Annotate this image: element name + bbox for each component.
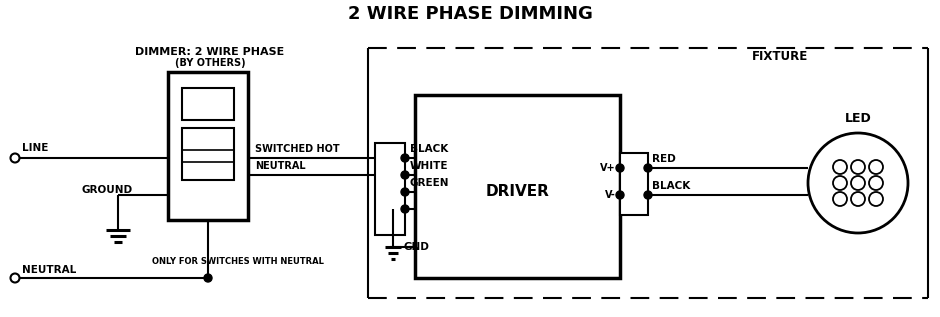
Circle shape [10, 153, 20, 163]
Circle shape [616, 191, 624, 199]
Bar [375, 143, 405, 235]
Circle shape [851, 160, 865, 174]
Circle shape [644, 191, 652, 199]
Text: FIXTURE: FIXTURE [752, 50, 808, 63]
Bar [415, 95, 620, 278]
Text: ONLY FOR SWITCHES WITH NEUTRAL: ONLY FOR SWITCHES WITH NEUTRAL [152, 257, 324, 267]
Text: NEUTRAL: NEUTRAL [22, 265, 76, 275]
Circle shape [401, 171, 409, 179]
Text: WHITE: WHITE [410, 161, 448, 171]
Text: SWITCHED HOT: SWITCHED HOT [255, 144, 339, 154]
Text: DRIVER: DRIVER [486, 184, 550, 199]
Bar [168, 72, 248, 220]
Circle shape [644, 164, 652, 172]
Circle shape [851, 176, 865, 190]
Circle shape [10, 274, 20, 282]
Circle shape [851, 192, 865, 206]
Text: RED: RED [652, 154, 676, 164]
Text: NEUTRAL: NEUTRAL [255, 161, 306, 171]
Circle shape [869, 160, 883, 174]
Text: GREEN: GREEN [410, 178, 449, 188]
Text: GROUND: GROUND [82, 185, 133, 195]
Circle shape [833, 160, 847, 174]
Text: BLACK: BLACK [410, 144, 448, 154]
Circle shape [833, 192, 847, 206]
Text: DIMMER: 2 WIRE PHASE: DIMMER: 2 WIRE PHASE [135, 47, 285, 57]
Circle shape [401, 154, 409, 162]
Text: 2 WIRE PHASE DIMMING: 2 WIRE PHASE DIMMING [348, 5, 592, 23]
Text: V-: V- [605, 190, 616, 200]
Circle shape [204, 274, 212, 282]
Circle shape [401, 188, 409, 196]
Text: V+: V+ [601, 163, 616, 173]
Circle shape [616, 164, 624, 172]
Circle shape [833, 176, 847, 190]
Bar [620, 153, 648, 215]
Circle shape [808, 133, 908, 233]
Bar [182, 128, 234, 180]
Circle shape [869, 176, 883, 190]
Text: LED: LED [845, 112, 871, 125]
Text: (BY OTHERS): (BY OTHERS) [175, 58, 245, 68]
Bar [182, 88, 234, 120]
Text: GND: GND [403, 242, 429, 252]
Circle shape [869, 192, 883, 206]
Text: LINE: LINE [22, 143, 48, 153]
Text: BLACK: BLACK [652, 181, 690, 191]
Circle shape [401, 205, 409, 213]
